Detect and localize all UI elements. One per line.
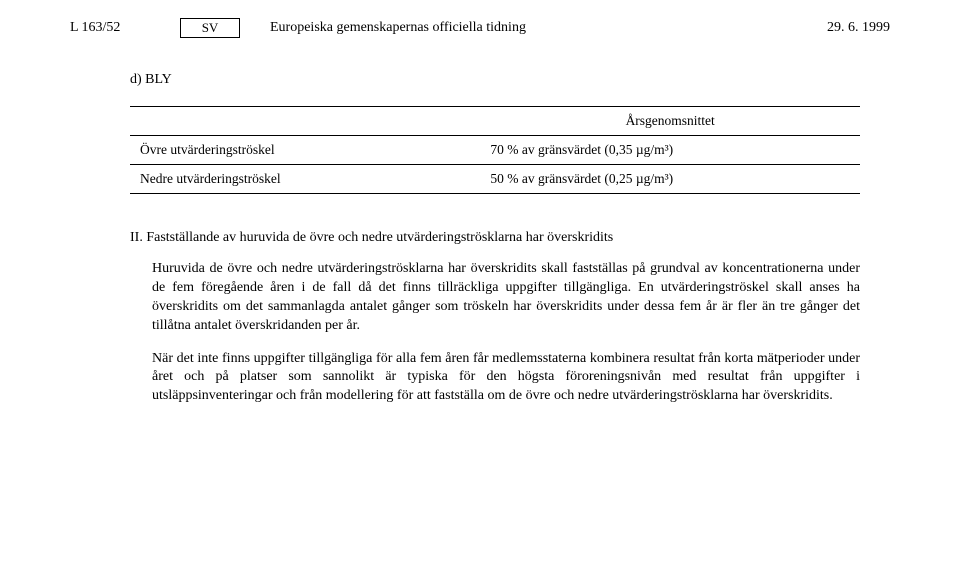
table-row: Nedre utvärderingströskel 50 % av gränsv… <box>130 165 860 194</box>
table-empty-header <box>130 107 480 136</box>
table-row: Övre utvärderingströskel 70 % av gränsvä… <box>130 136 860 165</box>
table-cell-label: Nedre utvärderingströskel <box>130 165 480 194</box>
header-date: 29. 6. 1999 <box>790 20 890 36</box>
threshold-table: Årsgenomsnittet Övre utvärderingströskel… <box>130 106 860 194</box>
section-ii-title: II. Fastställande av huruvida de övre oc… <box>130 230 860 246</box>
section-ii-para2: När det inte finns uppgifter tillgänglig… <box>130 350 860 407</box>
section-d-label: d) BLY <box>130 72 860 88</box>
table-col-header: Årsgenomsnittet <box>480 107 860 136</box>
table-cell-label: Övre utvärderingströskel <box>130 136 480 165</box>
table-cell-value: 70 % av gränsvärdet (0,35 µg/m³) <box>480 136 860 165</box>
page-header: L 163/52 SV Europeiska gemenskapernas of… <box>70 18 890 38</box>
table-cell-value: 50 % av gränsvärdet (0,25 µg/m³) <box>480 165 860 194</box>
section-ii-para1: Huruvida de övre och nedre utvärderingst… <box>130 260 860 336</box>
header-pageref: L 163/52 <box>70 20 180 36</box>
header-language-badge: SV <box>180 18 240 38</box>
header-journal-title: Europeiska gemenskapernas officiella tid… <box>270 20 790 36</box>
